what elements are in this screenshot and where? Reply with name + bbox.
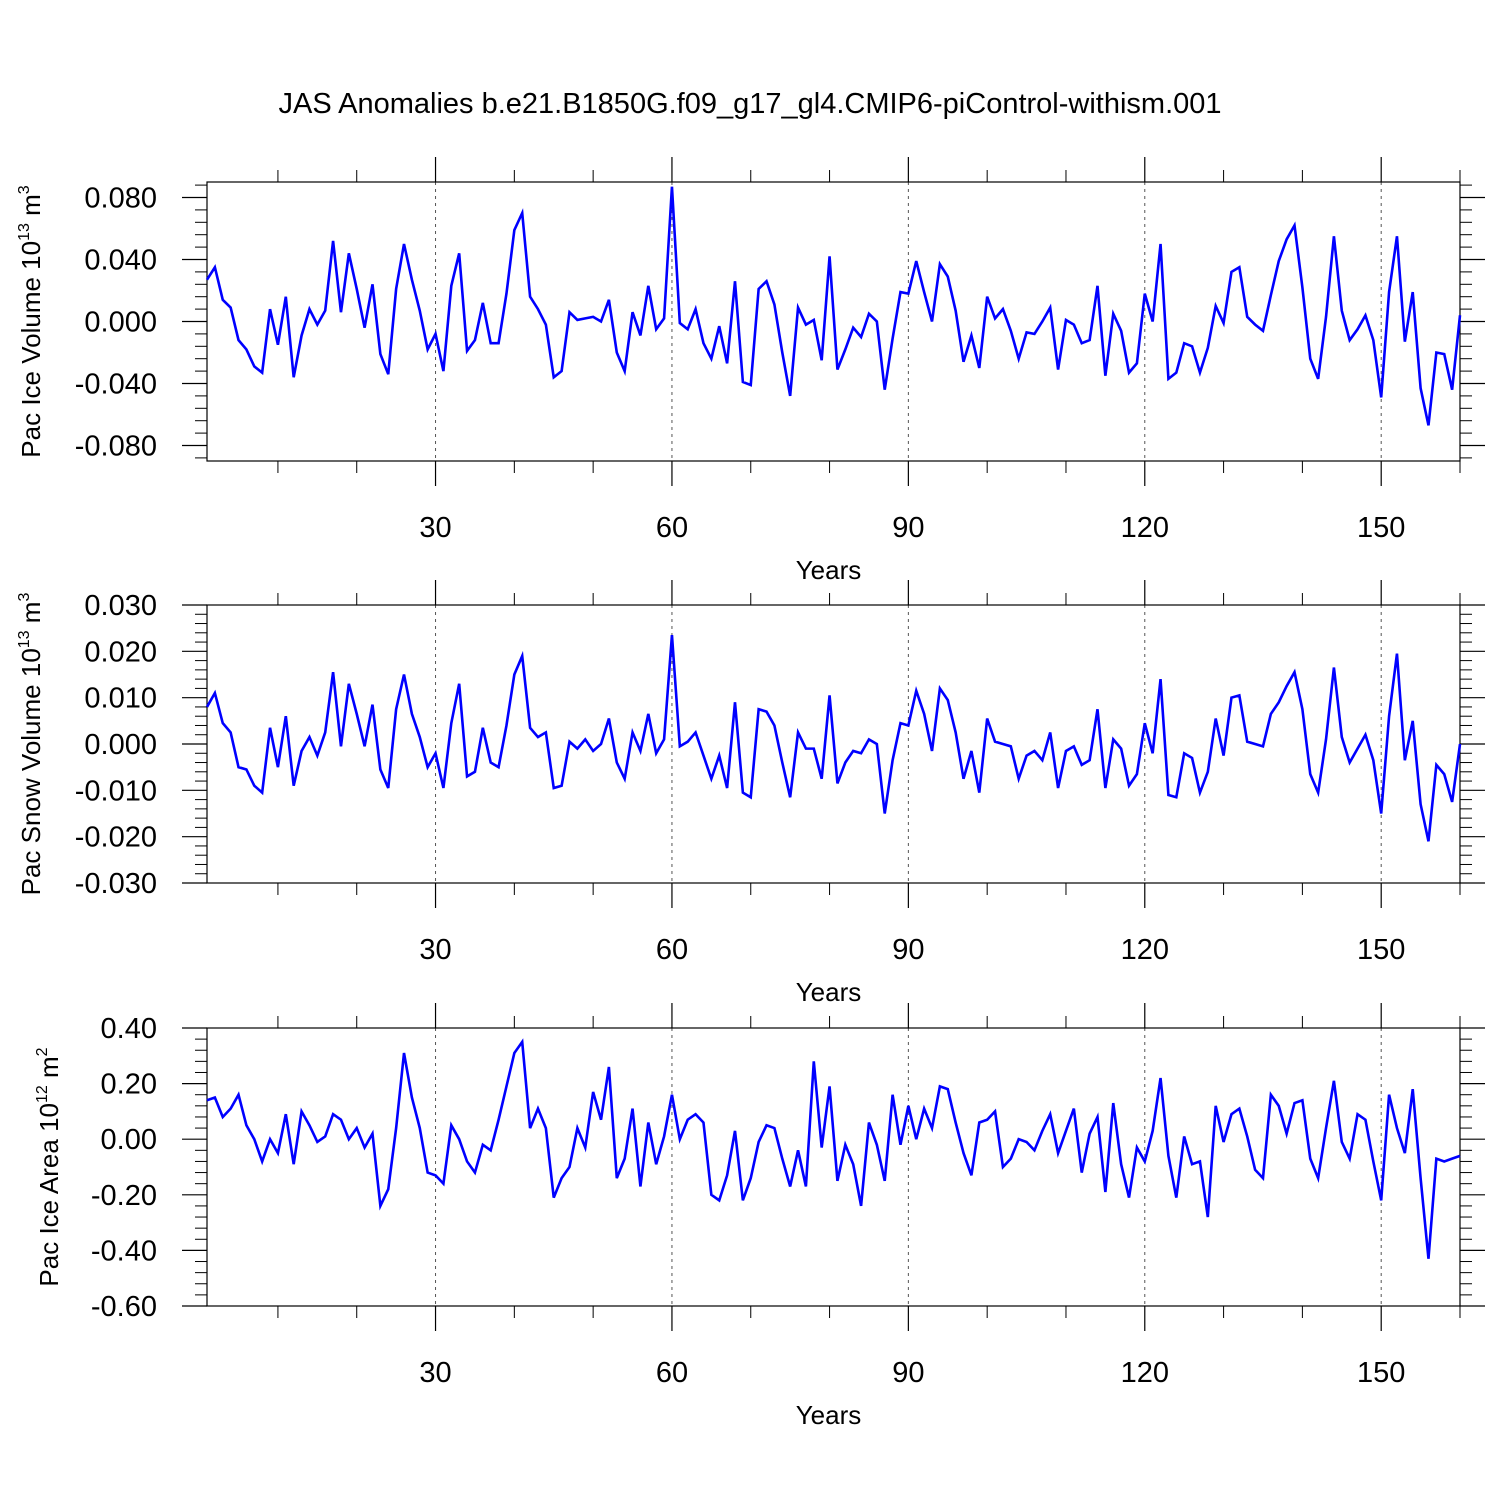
x-tick-label: 150 — [1357, 934, 1405, 966]
y-axis-label: Pac Ice Area 1012 m2 — [34, 1047, 64, 1286]
data-series-line-1 — [205, 635, 1462, 842]
x-tick-label: 60 — [656, 934, 688, 966]
x-tick-label: 150 — [1357, 1357, 1405, 1389]
y-tick-label: -0.40 — [91, 1235, 157, 1267]
chart-panel-3: 30 60 90 120 150 -0.60 -0.40 -0.20 0.00 0.20 0.40 Y… — [34, 1003, 1485, 1430]
y-tick-label: 0.000 — [84, 307, 157, 339]
y-tick-label: -0.010 — [75, 775, 157, 807]
chart-panel-1: 30 60 90 120 150 -0.080 -0.040 0.000 0.040 0.080 Y… — [16, 157, 1485, 585]
y-tick-label: -0.080 — [75, 431, 157, 463]
y-tick-label: -0.60 — [91, 1291, 157, 1323]
y-tick-label: -0.20 — [91, 1180, 157, 1212]
y-tick-label: 0.40 — [101, 1013, 157, 1045]
x-tick-label: 120 — [1121, 512, 1169, 544]
x-axis-label: Years — [796, 1400, 862, 1430]
y-tick-label: 0.040 — [84, 245, 157, 277]
y-tick-label: 0.00 — [101, 1124, 157, 1156]
x-tick-label: 120 — [1121, 934, 1169, 966]
y-tick-label: -0.020 — [75, 822, 157, 854]
y-tick-label: -0.040 — [75, 369, 157, 401]
y-tick-label: 0.080 — [84, 183, 157, 215]
x-tick-label: 30 — [419, 934, 451, 966]
y-tick-label: 0.020 — [84, 636, 157, 668]
data-series-line-1 — [205, 186, 1462, 426]
y-tick-label: -0.030 — [75, 868, 157, 900]
y-axis-label: Pac Ice Volume 1013 m3 — [16, 185, 46, 458]
x-tick-label: 150 — [1357, 512, 1405, 544]
x-tick-label: 120 — [1121, 1357, 1169, 1389]
x-tick-label: 30 — [419, 1357, 451, 1389]
figure-title: JAS Anomalies b.e21.B1850G.f09_g17_gl4.C… — [278, 88, 1222, 120]
x-axis-label: Years — [796, 977, 862, 1007]
data-series-line-1 — [206, 1038, 1461, 1259]
x-tick-label: 60 — [656, 1357, 688, 1389]
plot-frame — [206, 1027, 1461, 1307]
x-tick-label: 90 — [892, 512, 924, 544]
y-tick-label: 0.030 — [84, 590, 157, 622]
x-tick-label: 90 — [892, 1357, 924, 1389]
x-tick-label: 30 — [419, 512, 451, 544]
y-tick-label: 0.010 — [84, 683, 157, 715]
x-tick-label: 90 — [892, 934, 924, 966]
y-axis-label: Pac Snow Volume 1013 m3 — [16, 593, 46, 896]
x-axis-label: Years — [796, 555, 862, 585]
chart-panel-2: 30 60 90 120 150 -0.030 -0.020 -0.010 0.000 0.010… — [16, 580, 1485, 1007]
x-tick-label: 60 — [656, 512, 688, 544]
y-tick-label: 0.000 — [84, 729, 157, 761]
y-tick-label: 0.20 — [101, 1069, 157, 1101]
